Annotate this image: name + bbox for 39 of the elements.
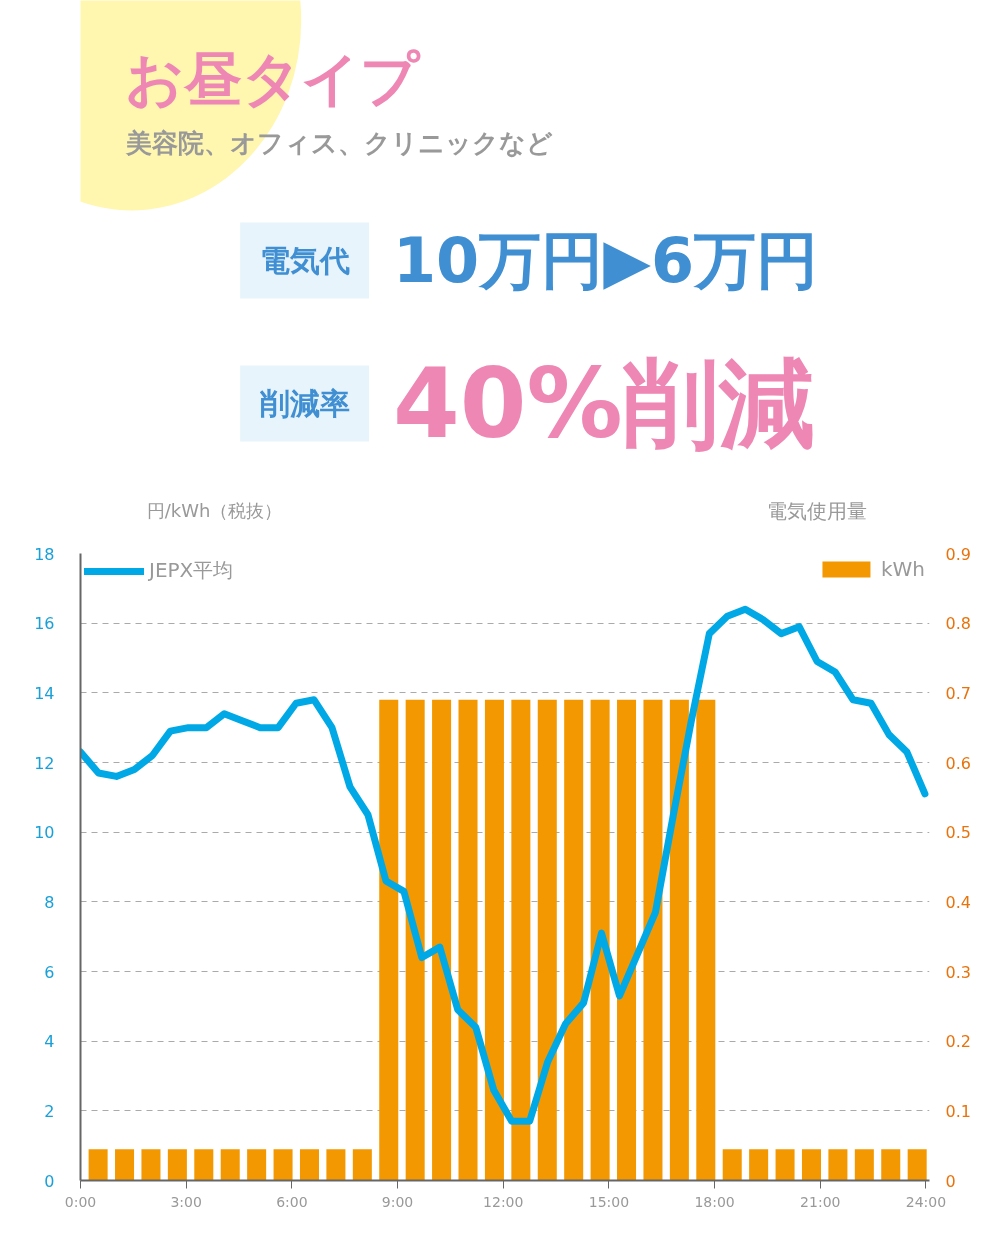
y-tick-label: 10 bbox=[34, 823, 55, 843]
text: 電気代 bbox=[259, 243, 350, 278]
text: 10万円▶6万円 bbox=[392, 224, 819, 297]
y2-tick-label: 0.2 bbox=[945, 1032, 971, 1052]
y-tick-label: 8 bbox=[44, 892, 55, 912]
y-tick-label: 18 bbox=[34, 544, 55, 564]
text: 削減率 bbox=[258, 386, 350, 421]
y2-tick-label: 0.4 bbox=[945, 892, 971, 912]
y-tick-label: 14 bbox=[34, 683, 55, 703]
chart-subtitle: 美容院、オフィス、クリニックなど bbox=[125, 127, 554, 158]
text: 40%削減 bbox=[392, 347, 815, 460]
x-tick-label: 12:00 bbox=[483, 1193, 524, 1210]
x-tick-label: 15:00 bbox=[588, 1193, 630, 1210]
x-tick-label: 3:00 bbox=[170, 1193, 202, 1210]
y-tick-label: 0 bbox=[44, 1171, 55, 1191]
x-tick-label: 24:00 bbox=[905, 1193, 947, 1210]
y2-tick-label: 0.9 bbox=[945, 544, 971, 564]
x-tick-label: 6:00 bbox=[276, 1193, 308, 1210]
x-tick-label: 0:00 bbox=[64, 1193, 97, 1210]
y2-tick-label: 0.1 bbox=[945, 1101, 971, 1121]
y2-tick-label: 0.6 bbox=[945, 753, 971, 773]
y-tick-label: 16 bbox=[34, 614, 55, 634]
y-tick-label: 2 bbox=[44, 1101, 55, 1121]
y2-tick-label: 0.7 bbox=[945, 683, 971, 703]
x-tick-label: 21:00 bbox=[800, 1193, 841, 1210]
legend-label: kWh bbox=[880, 557, 925, 581]
y-axis-title: 円/kWh（税抜） bbox=[146, 500, 283, 521]
y2-tick-label: 0.3 bbox=[945, 962, 971, 982]
chart-title: お昼タイプ bbox=[124, 44, 421, 113]
y-tick-label: 4 bbox=[44, 1032, 55, 1052]
y-tick-label: 6 bbox=[44, 962, 55, 982]
y2-tick-label: 0.5 bbox=[945, 823, 971, 843]
legend-label: JEPX平均 bbox=[149, 557, 234, 584]
y2-tick-label: 0.8 bbox=[945, 614, 971, 634]
x-tick-label: 9:00 bbox=[381, 1193, 414, 1210]
y2-axis-title: 電気使用量 bbox=[766, 498, 867, 523]
x-tick-label: 18:00 bbox=[694, 1193, 735, 1210]
y-tick-label: 12 bbox=[34, 753, 55, 773]
y2-tick-label: 0 bbox=[945, 1171, 956, 1191]
